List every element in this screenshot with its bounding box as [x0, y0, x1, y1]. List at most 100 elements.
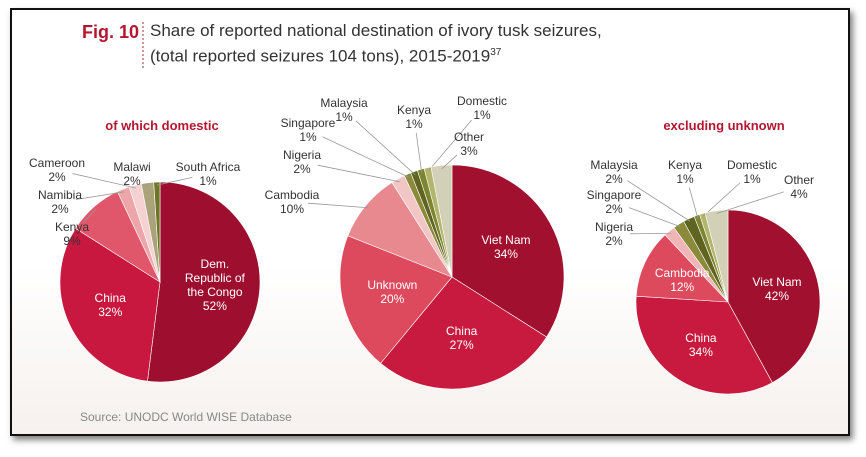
value-label: 20% [380, 292, 405, 307]
category: Kenya [667, 158, 703, 172]
slice-label: Other 4% [784, 173, 814, 201]
category: Nigeria [594, 220, 634, 234]
value-label: 1% [676, 172, 694, 186]
leader-line [75, 191, 125, 200]
category: Viet Nam [752, 275, 802, 290]
category: Cambodia [264, 188, 320, 202]
leader-line [144, 183, 149, 187]
title-line: (total reported seizures 104 tons), 2015… [150, 42, 602, 68]
slice-label: Kenya 9% [55, 220, 89, 248]
slice-label: Cambodia 12% [644, 266, 720, 294]
value-label: 1% [335, 110, 353, 124]
category: Unknown [367, 278, 418, 293]
slice-label: Unknown 20% [354, 278, 430, 306]
pie-slice [451, 164, 565, 338]
value-label: 34% [688, 344, 713, 359]
value-label: 27% [449, 337, 474, 352]
leader-line [441, 154, 458, 170]
leader-line [156, 176, 193, 186]
slice-label: Kenya 1% [668, 158, 702, 186]
category: Domestic [726, 158, 778, 172]
value-label: 2% [605, 172, 623, 186]
pie-slice [727, 209, 821, 384]
slice-label: Viet Nam 42% [739, 275, 815, 303]
category: China [94, 291, 126, 306]
category: China [685, 330, 717, 345]
slice-label: Malaysia 1% [320, 96, 367, 124]
leader-line [427, 119, 472, 172]
pie-slice [147, 181, 261, 383]
title-line: (total reported seizures 104 tons), 2015… [150, 46, 491, 66]
leader-line [72, 173, 136, 189]
category: Dem. Republic of the Congo [184, 257, 245, 300]
slice-label: Cameroon 2% [29, 156, 85, 184]
slice-label: China 27% [424, 324, 500, 352]
category: Kenya [54, 220, 90, 234]
leader-line [627, 180, 691, 222]
value-label: 2% [48, 170, 66, 184]
separator [142, 22, 144, 68]
value-label: 9% [63, 234, 81, 248]
pie-slice [380, 276, 547, 390]
pie-subtitle: excluding unknown [663, 118, 785, 133]
value-label: 2% [605, 202, 623, 216]
pie-slice [430, 164, 453, 278]
category: South Africa [175, 160, 241, 174]
category: Cambodia [654, 266, 710, 281]
category: Other [783, 173, 815, 187]
slice-label: Malawi 2% [113, 160, 150, 188]
slice-label: Domestic 1% [457, 94, 507, 122]
value-label: 2% [51, 202, 69, 216]
slice-label: Dem. Republic of the Congo 52% [177, 257, 253, 313]
slice-label: China 34% [663, 331, 739, 359]
category: Cameroon [28, 156, 86, 170]
category: China [445, 323, 478, 338]
leader-line [702, 182, 741, 217]
category: Kenya [396, 103, 432, 117]
pie-slice [635, 295, 773, 395]
figure: Fig. 10 Share of reported national desti… [10, 8, 850, 436]
value-label: 34% [493, 247, 518, 262]
pie-subtitle: of which domestic [105, 118, 219, 133]
category: Malawi [113, 160, 151, 174]
category: Malaysia [590, 158, 638, 172]
value-label: 1% [199, 174, 217, 188]
category: Singapore [586, 188, 642, 202]
pies [59, 119, 821, 395]
value-label: 2% [293, 162, 311, 176]
category: Nigeria [282, 148, 322, 162]
slice-label: Namibia 2% [38, 188, 82, 216]
pie-slice [635, 234, 729, 303]
category: Viet Nam [481, 233, 531, 248]
slice-label: Malaysia 2% [590, 158, 637, 186]
title: Share of reported national destination o… [150, 20, 602, 68]
source: Source: UNODC World WISE Database [80, 410, 292, 424]
value-label: 42% [764, 289, 790, 304]
category: Namibia [37, 188, 83, 202]
value-label: 4% [790, 187, 808, 201]
slice-label: China 32% [72, 291, 148, 319]
category: Singapore [280, 116, 336, 130]
slice-label: Nigeria 2% [595, 220, 633, 248]
slice-label: South Africa 1% [176, 160, 241, 188]
value-label: 2% [123, 174, 141, 188]
pie-slice [59, 228, 161, 382]
slice-label: Singapore 1% [281, 116, 336, 144]
leader-line [415, 132, 423, 173]
leader-line [716, 191, 784, 214]
value-label: 12% [670, 280, 695, 295]
slice-label: Singapore 2% [587, 188, 642, 216]
title-line: Share of reported national destination o… [150, 21, 602, 40]
leader-line [322, 136, 410, 178]
leader-line [628, 207, 681, 228]
category: Malaysia [320, 96, 368, 110]
leader-line [355, 120, 416, 176]
pie-slice [339, 235, 453, 364]
category: Other [453, 130, 485, 144]
pie-slice [153, 181, 161, 283]
leader-line [82, 208, 97, 223]
leader-line [317, 164, 400, 183]
figure-label: Fig. 10 [82, 22, 140, 42]
value-label: 52% [202, 299, 227, 314]
value-label: 2% [605, 234, 623, 248]
